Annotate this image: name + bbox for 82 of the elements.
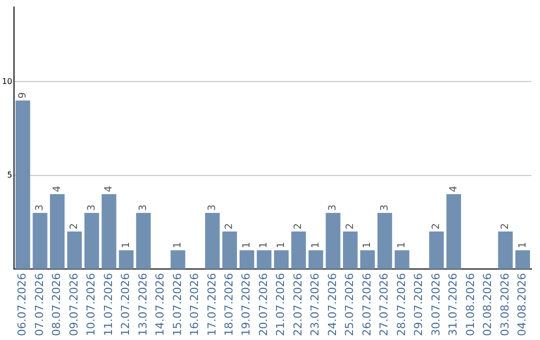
bar <box>205 212 220 270</box>
data-label: 1 <box>241 242 252 248</box>
data-label: 1 <box>362 242 374 248</box>
bar <box>291 232 306 270</box>
data-label: 3 <box>138 204 150 211</box>
x-tick-label: 31.07.2026 <box>446 273 460 336</box>
x-tick-label: 22.07.2026 <box>291 273 304 336</box>
x-tick-label: 25.07.2026 <box>343 273 356 336</box>
data-label: 9 <box>17 92 28 98</box>
data-label: 2 <box>431 223 442 230</box>
bar <box>429 232 444 270</box>
x-tick-label: 03.08.2026 <box>498 273 512 336</box>
data-label: 1 <box>310 242 322 248</box>
x-tick-label: 04.08.2026 <box>516 273 529 336</box>
x-tick-label: 28.07.2026 <box>394 273 408 336</box>
bar <box>32 212 48 270</box>
data-label: 1 <box>120 242 132 248</box>
data-label: 3 <box>86 204 98 211</box>
data-label: 4 <box>104 186 115 192</box>
bar <box>360 250 375 270</box>
bar <box>67 232 82 270</box>
bar <box>515 250 530 270</box>
bar <box>308 250 324 270</box>
bar <box>274 250 289 270</box>
data-label: 3 <box>206 204 218 211</box>
bar <box>498 232 513 270</box>
bar <box>377 212 392 270</box>
x-tick-label: 19.07.2026 <box>240 273 253 336</box>
x-tick-label: 11.07.2026 <box>102 273 115 336</box>
bar <box>102 194 116 270</box>
data-label: 3 <box>34 204 46 211</box>
x-tick-label: 29.07.2026 <box>412 273 426 336</box>
x-tick-label: 16.07.2026 <box>188 273 202 336</box>
bar <box>118 250 134 270</box>
x-tick-label: 09.07.2026 <box>67 273 80 336</box>
x-tick-label: 21.07.2026 <box>274 273 288 336</box>
bar <box>326 212 340 270</box>
bar <box>256 250 272 270</box>
data-label: 2 <box>293 223 304 230</box>
x-tick-label: 13.07.2026 <box>136 273 150 336</box>
data-label: 2 <box>344 223 356 230</box>
x-tick-label: 17.07.2026 <box>205 273 218 336</box>
x-tick-label: 27.07.2026 <box>378 273 391 336</box>
x-tick-label: 12.07.2026 <box>119 273 132 336</box>
x-tick-label: 02.08.2026 <box>481 273 494 336</box>
bar <box>136 212 151 270</box>
x-tick-label: 26.07.2026 <box>360 273 374 336</box>
bar <box>394 250 410 270</box>
data-label: 4 <box>52 186 63 192</box>
data-label: 4 <box>448 186 460 192</box>
data-label: 1 <box>517 242 528 248</box>
bar <box>170 250 186 270</box>
data-label: 1 <box>276 242 287 248</box>
bar <box>446 194 462 270</box>
bar <box>240 250 254 270</box>
y-tick-label: 5 <box>7 170 12 180</box>
x-tick-label: 06.07.2026 <box>16 273 29 336</box>
bar <box>50 194 65 270</box>
x-tick-label: 20.07.2026 <box>256 273 270 336</box>
data-label: 1 <box>172 242 184 248</box>
data-label: 1 <box>396 242 408 248</box>
x-tick-label: 15.07.2026 <box>170 273 184 336</box>
x-tick-label: 10.07.2026 <box>84 273 98 336</box>
bar <box>84 212 100 270</box>
x-tick-label: 24.07.2026 <box>326 273 339 336</box>
bar <box>342 232 358 270</box>
x-tick-label: 07.07.2026 <box>32 273 46 336</box>
data-label: 2 <box>500 223 512 230</box>
bar <box>222 232 237 270</box>
x-tick-label: 14.07.2026 <box>154 273 167 336</box>
x-tick-label: 23.07.2026 <box>308 273 322 336</box>
bar <box>15 100 30 270</box>
x-tick-label: 08.07.2026 <box>50 273 64 336</box>
data-label: 2 <box>69 223 80 230</box>
data-label: 3 <box>379 204 390 211</box>
x-tick-label: 01.08.2026 <box>464 273 477 336</box>
x-tick-label: 30.07.2026 <box>429 273 442 336</box>
x-tick-label: 18.07.2026 <box>222 273 236 336</box>
data-label: 3 <box>328 204 339 211</box>
data-label: 2 <box>224 223 236 230</box>
y-tick-label: 10 <box>2 76 12 86</box>
data-label: 1 <box>258 242 270 248</box>
